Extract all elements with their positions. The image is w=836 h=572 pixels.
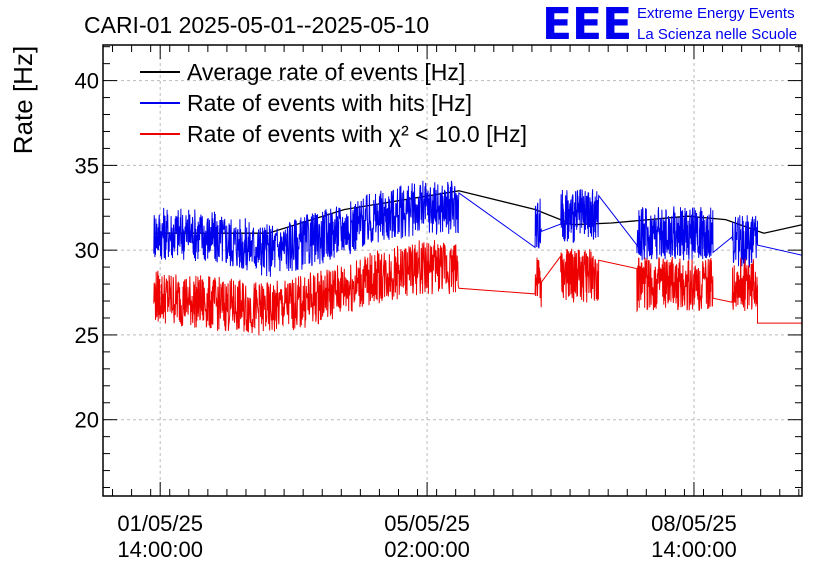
brand-line-1: Extreme Energy Events	[637, 5, 795, 22]
y-tick-label: 40	[75, 69, 99, 94]
eee-logo-mark: EEE	[542, 0, 632, 50]
y-tick-label: 35	[75, 153, 99, 178]
y-tick-label: 20	[75, 408, 99, 433]
x-tick-label-date: 01/05/25	[117, 511, 203, 536]
eee-logo: EEE Extreme Energy Events La Scienza nel…	[542, 0, 797, 50]
axes	[102, 44, 803, 497]
legend-label-hits: Rate of events with hits [Hz]	[187, 90, 472, 116]
tick-labels: 202530354001/05/2514:00:0005/05/2502:00:…	[75, 69, 737, 562]
plot-frame	[102, 44, 803, 497]
x-tick-label-time: 02:00:00	[384, 537, 470, 562]
series-1	[153, 180, 803, 277]
x-tick-label-date: 05/05/25	[384, 511, 470, 536]
brand-line-2: La Scienza nelle Scuole	[637, 26, 797, 43]
legend-label-chi2: Rate of events with χ² < 10.0 [Hz]	[187, 121, 527, 147]
x-tick-label-date: 08/05/25	[651, 511, 737, 536]
y-tick-label: 25	[75, 323, 99, 348]
x-tick-label-time: 14:00:00	[117, 537, 203, 562]
series-line-1	[153, 180, 803, 277]
y-axis-label: Rate [Hz]	[8, 46, 38, 154]
series-line-2	[153, 240, 803, 336]
y-tick-label: 30	[75, 238, 99, 263]
series-layer	[153, 180, 803, 336]
x-tick-label-time: 14:00:00	[651, 537, 737, 562]
legend: Average rate of events [Hz] Rate of even…	[140, 59, 527, 147]
chart-title: CARI-01 2025-05-01--2025-05-10	[84, 12, 429, 38]
series-2	[153, 240, 803, 336]
legend-label-average: Average rate of events [Hz]	[187, 59, 465, 85]
